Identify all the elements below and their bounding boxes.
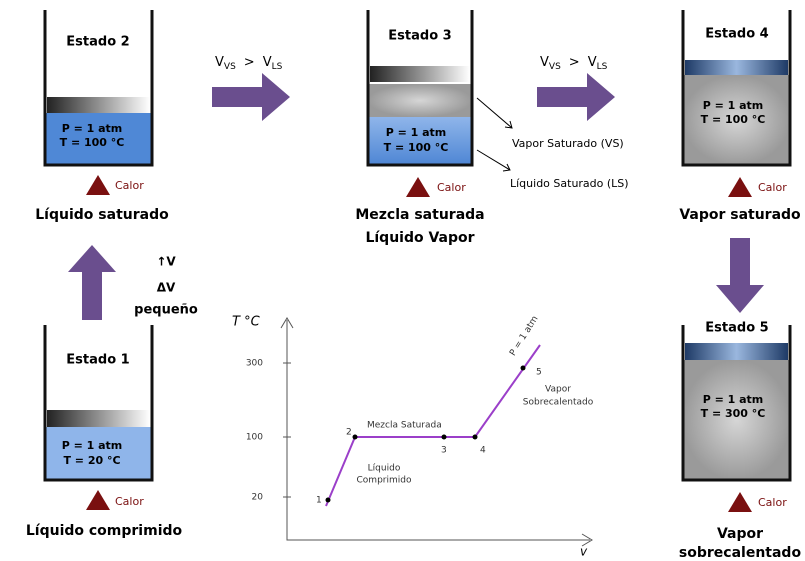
tick-label: 100 — [246, 433, 263, 443]
pressure: P = 1 atm — [703, 99, 764, 112]
state-2: Estado 2 P = 1 atm T = 100 °C Calor Líqu… — [35, 10, 169, 223]
caption: Líquido saturado — [35, 207, 169, 223]
t-v-graph: T °C v 300 100 20 1 2 3 4 5 Mezcla Satur… — [232, 314, 594, 558]
heat-label: Calor — [437, 181, 466, 194]
heat-label: Calor — [758, 181, 787, 194]
state-title: Estado 5 — [705, 321, 768, 336]
arrow — [537, 73, 615, 121]
points — [326, 366, 526, 503]
heat-icon — [86, 490, 110, 510]
temperature: T = 300 °C — [701, 407, 766, 420]
v: V — [588, 55, 597, 70]
piston — [47, 97, 150, 113]
state-5: Estado 5 P = 1 atm T = 300 °C Calor Vapo… — [679, 321, 802, 561]
caption: sobrecalentado — [679, 545, 802, 561]
diagram: Estado 2 P = 1 atm T = 100 °C Calor Líqu… — [0, 0, 805, 561]
piston — [685, 343, 788, 360]
region-label: Sobrecalentado — [523, 398, 594, 408]
temperature: T = 100 °C — [701, 113, 766, 126]
tick-label: 20 — [252, 493, 264, 503]
sub: VS — [549, 62, 561, 72]
phase-label: Vapor Saturado (VS) — [512, 137, 624, 150]
point-label: 1 — [316, 496, 322, 506]
point — [353, 435, 358, 440]
piston — [47, 410, 150, 427]
heat-label: Calor — [115, 179, 144, 192]
axis-label: v — [580, 545, 588, 559]
temperature: T = 100 °C — [60, 136, 125, 149]
state-1: Estado 1 P = 1 atm T = 20 °C Calor Líqui… — [26, 325, 183, 539]
state-title: Estado 2 — [66, 35, 129, 50]
state-title: Estado 1 — [66, 353, 129, 368]
sub: VS — [224, 62, 236, 72]
point-label: 4 — [480, 446, 486, 456]
point — [326, 498, 331, 503]
vapor — [683, 360, 790, 480]
point-label: 2 — [346, 428, 352, 438]
heat-label: Calor — [758, 496, 787, 509]
heat-icon — [728, 492, 752, 512]
axis-label: T °C — [232, 315, 261, 330]
temperature: T = 20 °C — [63, 454, 120, 467]
state-title: Estado 3 — [388, 29, 451, 44]
heat-icon — [86, 175, 110, 195]
point — [521, 366, 526, 371]
caption: Vapor saturado — [679, 207, 801, 223]
op: > — [244, 55, 255, 70]
tick-label: 300 — [246, 359, 263, 369]
transition-label: VVS>VLS — [215, 55, 283, 72]
pointer — [477, 150, 510, 171]
pressure: P = 1 atm — [62, 122, 123, 135]
sub: LS — [272, 62, 283, 72]
heat-icon — [728, 177, 752, 197]
heat-icon — [406, 177, 430, 197]
transition-label: VVS>VLS — [540, 55, 608, 72]
piston — [370, 66, 470, 82]
region-label: Comprimido — [357, 476, 412, 486]
point — [473, 435, 478, 440]
state-4: Estado 4 P = 1 atm T = 100 °C Calor Vapo… — [679, 10, 801, 223]
point — [442, 435, 447, 440]
sub: LS — [597, 62, 608, 72]
point-label: 3 — [441, 446, 447, 456]
pressure: P = 1 atm — [62, 439, 123, 452]
vapor — [368, 84, 472, 117]
v: V — [215, 55, 224, 70]
point-label: 5 — [536, 368, 542, 378]
state-title: Estado 4 — [705, 27, 768, 42]
pointer — [477, 98, 512, 128]
volume-note: pequeño — [134, 303, 198, 318]
region-label: Líquido — [368, 464, 401, 474]
arrow — [68, 245, 116, 320]
volume-note: ΔV — [157, 281, 176, 295]
region-label: Mezcla Saturada — [367, 421, 442, 431]
piston — [685, 60, 788, 75]
caption: Mezcla saturada — [355, 207, 484, 223]
pressure: P = 1 atm — [703, 393, 764, 406]
heat-label: Calor — [115, 495, 144, 508]
axes — [281, 318, 592, 546]
v: V — [263, 55, 272, 70]
caption: Líquido Vapor — [365, 230, 474, 246]
op: > — [569, 55, 580, 70]
volume-note: ↑V — [156, 255, 176, 269]
phase-label: Líquido Saturado (LS) — [510, 177, 629, 190]
pressure: P = 1 atm — [386, 126, 447, 139]
arrow — [212, 73, 290, 121]
caption: Vapor — [717, 526, 763, 542]
v: V — [540, 55, 549, 70]
arrow — [716, 238, 764, 313]
region-label: Vapor — [545, 385, 571, 395]
state-3: Estado 3 P = 1 atm T = 100 °C Calor Mezc… — [355, 10, 628, 246]
caption: Líquido comprimido — [26, 523, 183, 539]
temperature: T = 100 °C — [384, 141, 449, 154]
